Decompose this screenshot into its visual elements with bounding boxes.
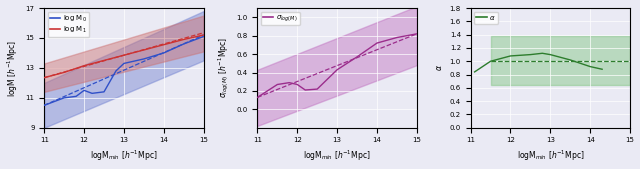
- Y-axis label: $\sigma_{log(M)}$ [$h^{-1}$Mpc]: $\sigma_{log(M)}$ [$h^{-1}$Mpc]: [216, 37, 231, 98]
- Legend: $\alpha$: $\alpha$: [474, 11, 498, 24]
- X-axis label: logM$_{min}$ [$h^{-1}$Mpc]: logM$_{min}$ [$h^{-1}$Mpc]: [303, 149, 371, 163]
- Y-axis label: $\alpha$: $\alpha$: [435, 64, 444, 71]
- Legend: $\sigma_{log(M)}$: $\sigma_{log(M)}$: [261, 11, 300, 26]
- X-axis label: logM$_{min}$ [$h^{-1}$Mpc]: logM$_{min}$ [$h^{-1}$Mpc]: [90, 149, 157, 163]
- X-axis label: logM$_{min}$ [$h^{-1}$Mpc]: logM$_{min}$ [$h^{-1}$Mpc]: [516, 149, 584, 163]
- Y-axis label: logM [$h^{-1}$Mpc]: logM [$h^{-1}$Mpc]: [6, 39, 20, 96]
- Legend: log M$_0$, log M$_1$: log M$_0$, log M$_1$: [48, 11, 89, 37]
